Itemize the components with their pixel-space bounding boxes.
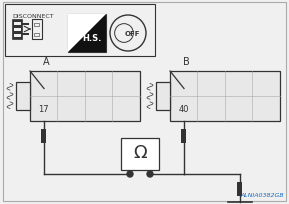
Text: H.S.: H.S. (82, 34, 101, 43)
Bar (121, 138, 159, 170)
Circle shape (115, 24, 133, 43)
Bar (170, 72, 280, 121)
Text: Ω: Ω (133, 143, 147, 161)
Bar (14, 22, 21, 25)
Text: OFF: OFF (124, 31, 140, 37)
Bar (30, 72, 140, 121)
Bar (34, 23, 39, 26)
Bar (22, 34, 29, 36)
Bar (34, 33, 39, 36)
Polygon shape (68, 15, 106, 53)
Bar (5, 5, 155, 57)
Bar (41, 129, 46, 143)
Text: ALNIA0382GB: ALNIA0382GB (240, 192, 284, 197)
Bar (16, 83, 30, 110)
Bar (14, 34, 21, 37)
Bar (181, 129, 186, 143)
Polygon shape (12, 20, 22, 40)
Bar (238, 182, 242, 196)
Text: 40: 40 (179, 104, 189, 113)
Bar (14, 28, 21, 31)
Bar (156, 83, 170, 110)
Circle shape (147, 171, 153, 177)
Bar (68, 15, 106, 53)
Text: DISCONNECT: DISCONNECT (12, 14, 54, 19)
Circle shape (110, 16, 146, 52)
Bar (22, 24, 29, 26)
Bar (32, 20, 42, 40)
Text: B: B (183, 57, 190, 67)
Text: A: A (43, 57, 50, 67)
Text: 17: 17 (38, 104, 49, 113)
Circle shape (127, 171, 133, 177)
